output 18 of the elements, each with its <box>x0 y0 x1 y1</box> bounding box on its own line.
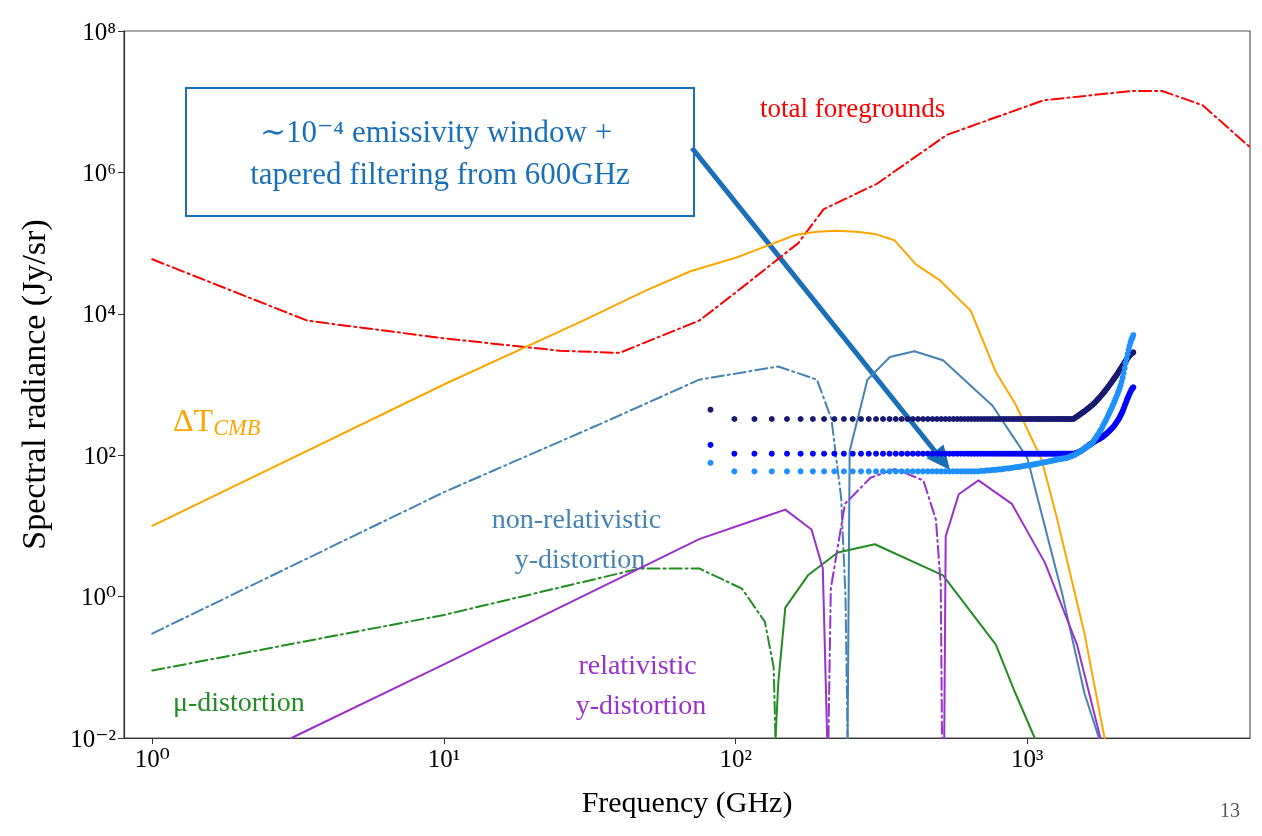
y-tick-label: 10⁻² <box>70 724 116 752</box>
y-tick-label: 10⁴ <box>82 300 117 328</box>
x-tick-label: 10³ <box>1011 745 1045 772</box>
x-tick-label: 10² <box>719 745 752 772</box>
y-axis-title: Spectral radiance (Jy/sr) <box>14 219 53 550</box>
series-label: relativistic y-distortion <box>575 648 707 720</box>
x-axis-title: Frequency (GHz) <box>581 784 793 819</box>
y-tick-label: 10⁰ <box>80 583 116 611</box>
x-tick-label: 10¹ <box>427 745 461 772</box>
text: 13 <box>1220 799 1240 821</box>
x-tick-label: 10⁰ <box>134 745 170 772</box>
series-label: non-relativistic y-distortion <box>491 502 669 574</box>
series-label: μ-distortion <box>173 685 305 717</box>
series-label: total foregrounds <box>760 93 946 123</box>
y-tick-label: 10⁶ <box>82 158 116 186</box>
annotation: ∼10⁻⁴ emissivity window + tapered filtering from 600GHz <box>250 113 630 191</box>
y-tick-label: 10² <box>83 441 116 469</box>
y-tick-label: 10⁸ <box>82 17 116 45</box>
